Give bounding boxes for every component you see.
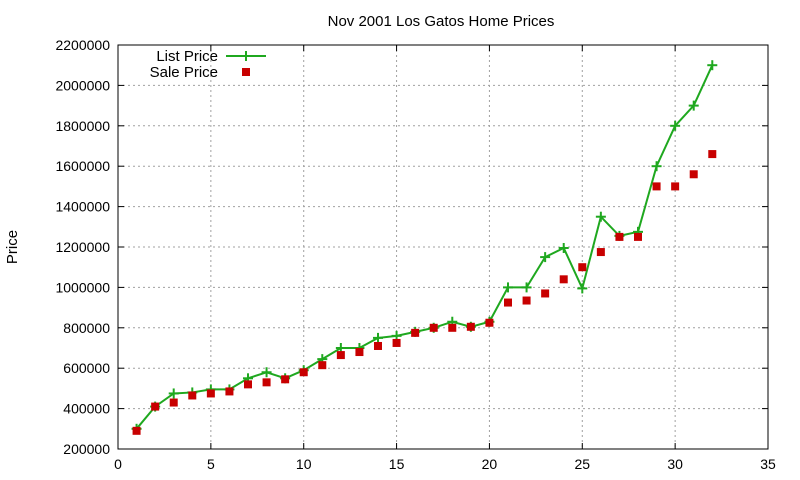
list-price-point xyxy=(651,161,662,172)
x-tick-label: 0 xyxy=(114,456,122,472)
list-price-point xyxy=(540,252,551,263)
y-tick-label: 2200000 xyxy=(55,37,110,53)
y-tick-label: 1600000 xyxy=(55,158,110,174)
sale-price-point xyxy=(708,150,717,159)
sale-price-point xyxy=(225,387,234,396)
list-price-point xyxy=(503,282,513,293)
y-tick-label: 1200000 xyxy=(55,239,110,255)
list-price-point xyxy=(577,283,588,294)
x-tick-label: 30 xyxy=(667,456,683,472)
list-price-point xyxy=(373,332,383,343)
sale-price-point xyxy=(336,351,345,360)
sale-price-point xyxy=(318,361,327,370)
y-axis-label: Price xyxy=(4,230,21,264)
sale-price-point xyxy=(392,338,401,347)
sale-price-point xyxy=(244,380,252,389)
list-price-point xyxy=(168,388,179,399)
sale-price-point xyxy=(299,368,308,377)
y-tick-label: 600000 xyxy=(63,360,110,376)
sale-price-point xyxy=(281,375,290,384)
sale-price-point xyxy=(596,248,605,257)
list-price-point xyxy=(558,243,569,254)
y-tick-label: 200000 xyxy=(63,441,110,457)
x-tick-label: 35 xyxy=(760,456,776,472)
plot-frame xyxy=(117,44,769,450)
sale-price-point xyxy=(485,318,494,327)
sale-price-point xyxy=(262,378,271,387)
axis-ticks: 0 5 10 15 20 25 30 35 200000 400000 600000 800000 10… xyxy=(55,37,776,472)
x-tick-label: 20 xyxy=(482,456,498,472)
sale-price-point xyxy=(615,232,624,241)
y-tick-label: 1400000 xyxy=(55,199,110,215)
sale-price-point xyxy=(429,323,438,332)
list-price-point xyxy=(595,211,606,222)
sale-price-point xyxy=(169,398,178,407)
sale-price-point xyxy=(411,328,420,337)
sale-price-point xyxy=(132,426,141,435)
x-tick-label: 10 xyxy=(296,456,312,472)
sale-price-point xyxy=(578,263,587,272)
sale-price-point xyxy=(522,296,531,305)
legend-square-marker xyxy=(242,68,250,76)
sale-price-point xyxy=(689,170,698,179)
y-tick-label: 400000 xyxy=(63,401,110,417)
sale-price-point xyxy=(188,391,197,400)
sale-price-point xyxy=(151,402,160,411)
x-tick-label: 25 xyxy=(574,456,590,472)
x-tick-label: 5 xyxy=(207,456,215,472)
sale-price-point xyxy=(374,341,382,350)
sale-price-point xyxy=(541,289,550,298)
sale-price-point xyxy=(504,298,512,307)
chart-title: Nov 2001 Los Gatos Home Prices xyxy=(328,13,555,30)
sale-price-point xyxy=(671,182,680,191)
sale-price-point xyxy=(466,322,475,331)
x-tick-label: 15 xyxy=(389,456,405,472)
list-price-point xyxy=(261,367,272,378)
y-tick-label: 1800000 xyxy=(55,118,110,134)
legend-label: Sale Price xyxy=(150,64,218,81)
y-tick-label: 1000000 xyxy=(55,279,110,295)
sale-price-point xyxy=(634,232,642,241)
list-price-point xyxy=(688,100,699,111)
y-tick-label: 2000000 xyxy=(55,77,110,93)
legend-plus-marker xyxy=(241,51,251,61)
sale-price-point xyxy=(652,182,661,191)
list-price-point xyxy=(707,60,718,71)
sale-price-point xyxy=(559,275,568,284)
grid-lines xyxy=(118,45,768,449)
list-price-point xyxy=(521,282,532,293)
sale-price-point xyxy=(448,323,457,332)
series-layer xyxy=(131,60,718,435)
list-price-point xyxy=(670,120,681,131)
y-tick-label: 800000 xyxy=(63,320,110,336)
legend-label: List Price xyxy=(156,48,218,65)
sale-price-point xyxy=(206,389,215,398)
sale-price-point xyxy=(355,348,364,357)
